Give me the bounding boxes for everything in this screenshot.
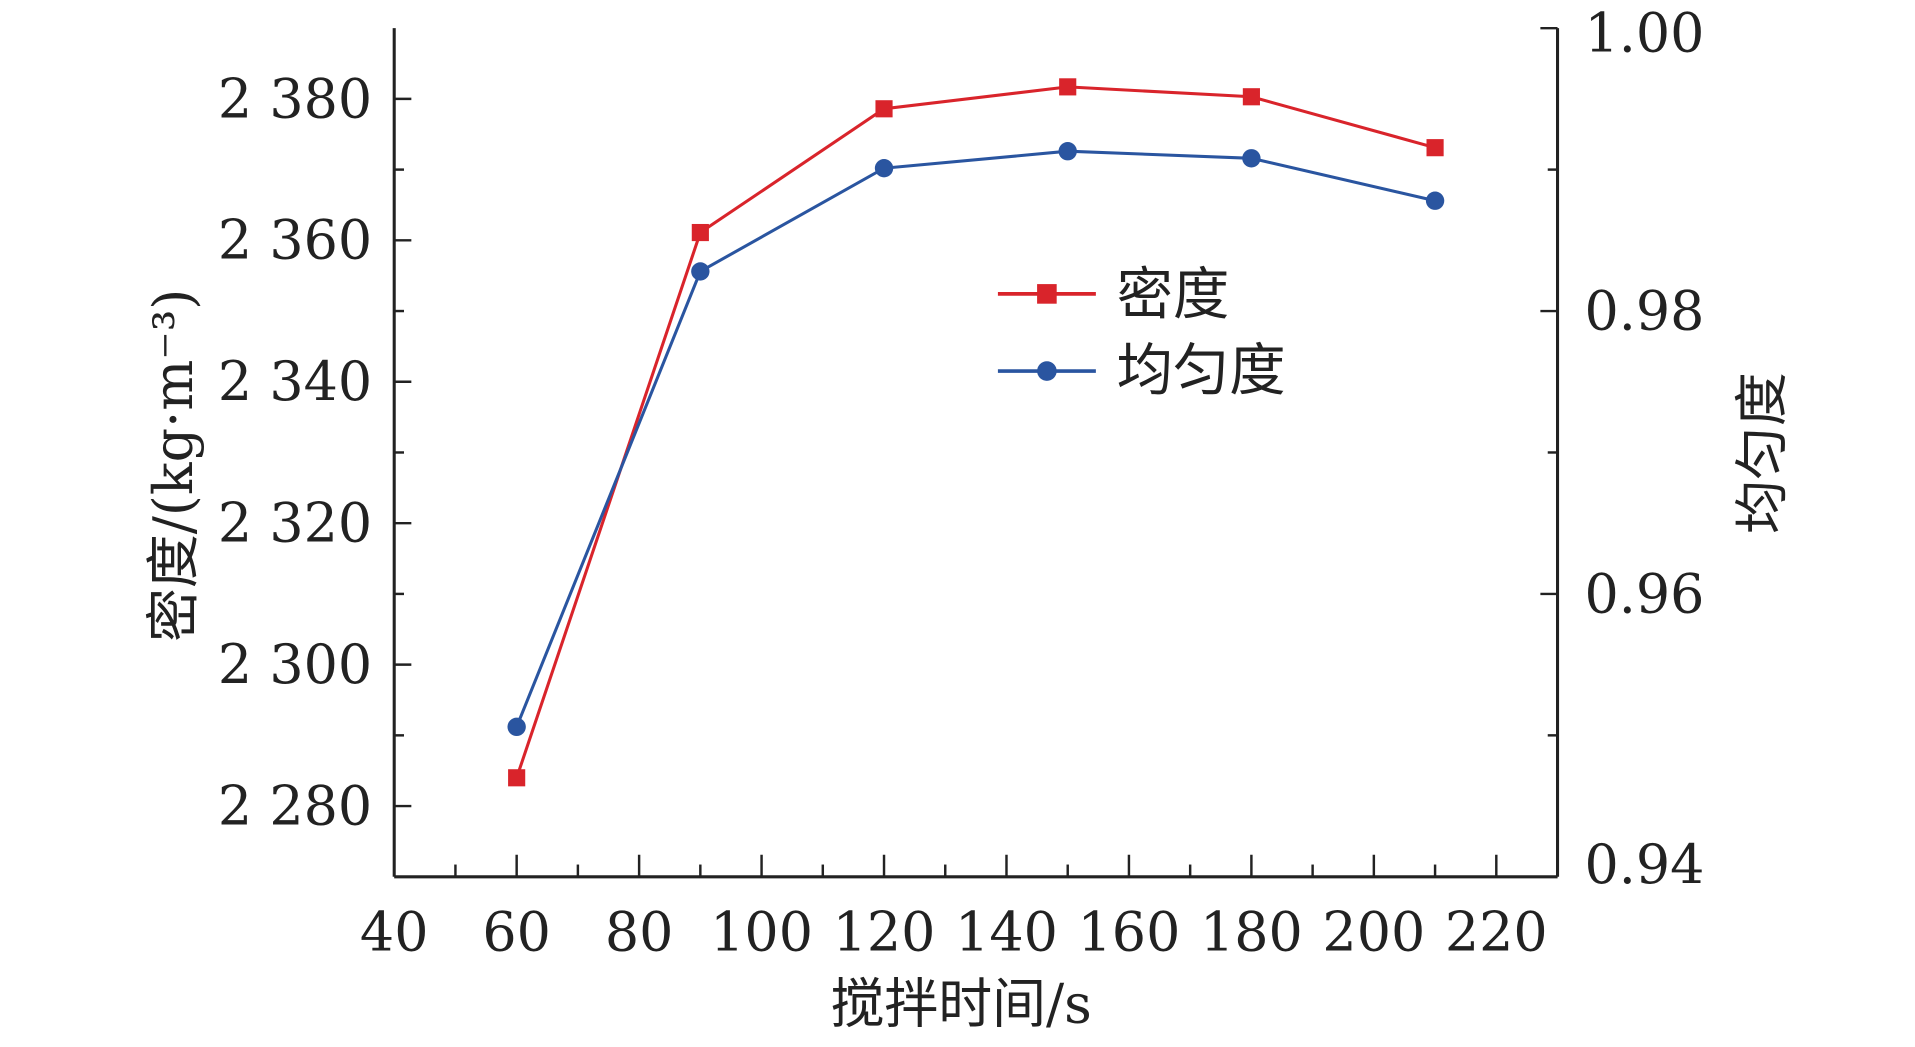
- density-point: [1242, 88, 1260, 106]
- y-tick-label: 2 360: [218, 209, 372, 272]
- x-tick-label: 80: [605, 900, 674, 963]
- x-tick-label: 120: [833, 900, 936, 963]
- legend-marker-uniformity: [1037, 361, 1057, 381]
- y-tick-label: 2 320: [218, 492, 372, 555]
- uniformity-line: [515, 149, 1436, 728]
- y-tick-label: 2 340: [218, 350, 372, 413]
- x-tick-label: 100: [710, 900, 813, 963]
- y2-axis-label: 均匀度: [1730, 372, 1793, 534]
- uniformity-point: [1058, 142, 1077, 161]
- density-line: [515, 85, 1436, 779]
- y-tick-label: 2 380: [218, 67, 372, 130]
- x-tick-label: 40: [360, 900, 429, 963]
- x-tick-label: 140: [955, 900, 1058, 963]
- x-axis-label: 搅拌时间/s: [831, 973, 1092, 1036]
- legend: 密度 均匀度: [997, 262, 1286, 403]
- uniformity-point: [507, 717, 526, 737]
- y-tick-label: 2 280: [218, 774, 372, 837]
- x-tick-label: 200: [1322, 900, 1425, 963]
- ticks: 40 60 80 100 120 140 160 180 200 220 2 280 2 300 2 3…: [218, 1, 1705, 963]
- uniformity-point: [1425, 191, 1445, 210]
- series: [507, 78, 1445, 787]
- uniformity-point: [874, 159, 894, 178]
- axes: [392, 28, 1560, 879]
- y-axis-label: 密度/(kg·m⁻³): [142, 289, 205, 642]
- density-point: [508, 769, 526, 787]
- density-point: [691, 223, 709, 242]
- y2-tick-label: 0.94: [1584, 833, 1704, 896]
- y2-tick-label: 0.96: [1584, 562, 1704, 625]
- uniformity-point: [1242, 149, 1261, 168]
- x-tick-label: 180: [1200, 900, 1303, 963]
- density-point: [875, 100, 893, 118]
- legend-marker-density: [1037, 284, 1057, 304]
- legend-label-uniformity: 均匀度: [1117, 338, 1286, 403]
- x-tick-label: 160: [1078, 900, 1181, 963]
- density-point: [1059, 78, 1077, 96]
- uniformity-point: [691, 262, 710, 281]
- y2-tick-label: 1.00: [1584, 1, 1704, 64]
- density-point: [1426, 139, 1444, 157]
- y-tick-label: 2 300: [218, 633, 372, 696]
- legend-label-density: 密度: [1117, 262, 1230, 327]
- x-tick-label: 220: [1445, 900, 1548, 963]
- x-tick-label: 60: [482, 900, 551, 963]
- y2-tick-label: 0.98: [1584, 279, 1704, 342]
